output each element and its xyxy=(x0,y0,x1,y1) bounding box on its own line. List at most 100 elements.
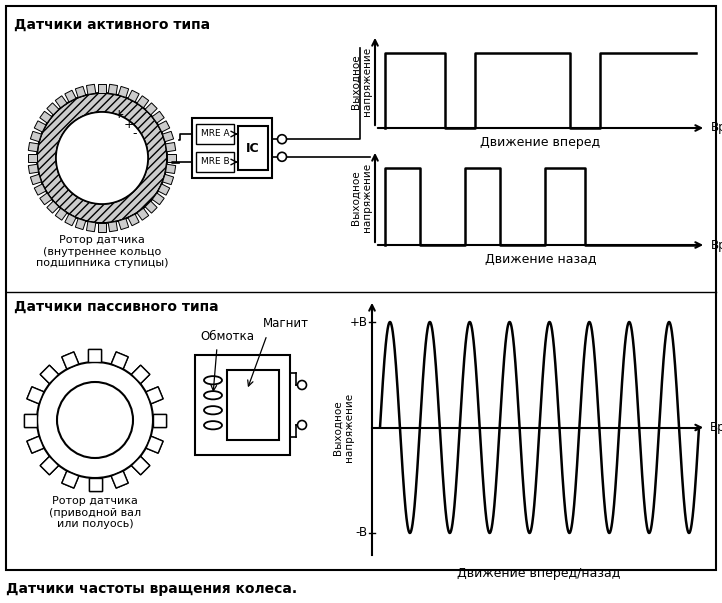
Text: MRE A: MRE A xyxy=(201,130,230,139)
Text: Время: Время xyxy=(711,239,722,251)
Polygon shape xyxy=(145,103,157,115)
Bar xyxy=(196,124,234,144)
Polygon shape xyxy=(30,174,41,185)
Polygon shape xyxy=(27,436,44,453)
Circle shape xyxy=(57,382,133,458)
Polygon shape xyxy=(47,201,59,213)
Text: Выходное
напряжение: Выходное напряжение xyxy=(332,393,354,462)
Text: IC: IC xyxy=(246,142,260,154)
Circle shape xyxy=(277,153,287,161)
Polygon shape xyxy=(131,365,149,384)
Polygon shape xyxy=(98,223,106,232)
Circle shape xyxy=(297,420,307,429)
Text: Датчики активного типа: Датчики активного типа xyxy=(14,18,210,32)
Polygon shape xyxy=(62,352,79,369)
Polygon shape xyxy=(111,352,129,369)
Text: -: - xyxy=(132,127,136,140)
Polygon shape xyxy=(89,349,102,362)
Text: Обмотка: Обмотка xyxy=(200,330,254,343)
Polygon shape xyxy=(24,414,37,426)
Polygon shape xyxy=(34,121,46,132)
Polygon shape xyxy=(28,142,38,152)
Polygon shape xyxy=(40,365,58,384)
Text: Время: Время xyxy=(710,421,722,434)
Polygon shape xyxy=(108,221,118,232)
Polygon shape xyxy=(28,164,38,174)
Polygon shape xyxy=(62,471,79,488)
Polygon shape xyxy=(30,131,41,142)
Polygon shape xyxy=(87,84,96,95)
Polygon shape xyxy=(34,184,46,195)
Bar xyxy=(238,126,268,170)
Polygon shape xyxy=(158,121,170,132)
Polygon shape xyxy=(89,478,102,491)
Polygon shape xyxy=(40,365,58,384)
Bar xyxy=(196,152,234,172)
Polygon shape xyxy=(111,352,129,369)
Polygon shape xyxy=(27,436,44,453)
Polygon shape xyxy=(40,193,52,205)
Text: Магнит: Магнит xyxy=(263,317,309,330)
Bar xyxy=(227,370,279,440)
Polygon shape xyxy=(40,456,58,475)
Polygon shape xyxy=(27,387,44,404)
Polygon shape xyxy=(75,218,86,230)
Polygon shape xyxy=(108,84,118,95)
Text: +: + xyxy=(124,118,134,130)
Polygon shape xyxy=(111,471,129,488)
Polygon shape xyxy=(89,478,102,491)
Polygon shape xyxy=(162,131,173,142)
Text: Выходное
напряжение: Выходное напряжение xyxy=(350,163,372,232)
Polygon shape xyxy=(24,414,37,426)
Polygon shape xyxy=(89,349,102,362)
Polygon shape xyxy=(131,456,149,475)
Text: Датчики пассивного типа: Датчики пассивного типа xyxy=(14,300,219,314)
Bar xyxy=(195,355,290,455)
Polygon shape xyxy=(153,414,166,426)
Polygon shape xyxy=(158,184,170,195)
Polygon shape xyxy=(146,387,163,404)
Polygon shape xyxy=(137,208,149,220)
Circle shape xyxy=(37,362,153,478)
Polygon shape xyxy=(162,174,173,185)
Text: Ротор датчика
(внутреннее кольцо
подшипника ступицы): Ротор датчика (внутреннее кольцо подшипн… xyxy=(36,235,168,268)
Polygon shape xyxy=(56,96,67,108)
Polygon shape xyxy=(118,86,129,98)
Text: -B: -B xyxy=(356,526,368,540)
Polygon shape xyxy=(62,471,79,488)
Text: Движение вперед/назад: Движение вперед/назад xyxy=(457,567,621,580)
Polygon shape xyxy=(56,208,67,220)
Polygon shape xyxy=(152,112,164,123)
Polygon shape xyxy=(152,193,164,205)
Polygon shape xyxy=(65,90,76,102)
Polygon shape xyxy=(40,112,52,123)
Text: Датчики частоты вращения колеса.: Датчики частоты вращения колеса. xyxy=(6,582,297,596)
Polygon shape xyxy=(146,436,163,453)
Polygon shape xyxy=(128,214,139,226)
Polygon shape xyxy=(118,218,129,230)
Text: +B: +B xyxy=(350,315,368,329)
Polygon shape xyxy=(153,414,166,426)
Polygon shape xyxy=(137,96,149,108)
Polygon shape xyxy=(27,387,44,404)
Text: Движение вперед: Движение вперед xyxy=(480,136,601,149)
Text: Выходное
напряжение: Выходное напряжение xyxy=(350,47,372,116)
Polygon shape xyxy=(146,436,163,453)
Polygon shape xyxy=(165,164,175,174)
Polygon shape xyxy=(131,456,149,475)
Polygon shape xyxy=(47,103,59,115)
Text: MRE B: MRE B xyxy=(201,157,230,166)
Text: Время: Время xyxy=(711,121,722,134)
Polygon shape xyxy=(87,221,96,232)
Polygon shape xyxy=(111,471,129,488)
Polygon shape xyxy=(146,387,163,404)
Polygon shape xyxy=(40,456,58,475)
Polygon shape xyxy=(75,86,86,98)
Polygon shape xyxy=(165,142,175,152)
Polygon shape xyxy=(167,154,176,162)
Polygon shape xyxy=(131,365,149,384)
Circle shape xyxy=(297,380,307,390)
Polygon shape xyxy=(65,214,76,226)
Polygon shape xyxy=(62,352,79,369)
Circle shape xyxy=(277,134,287,144)
